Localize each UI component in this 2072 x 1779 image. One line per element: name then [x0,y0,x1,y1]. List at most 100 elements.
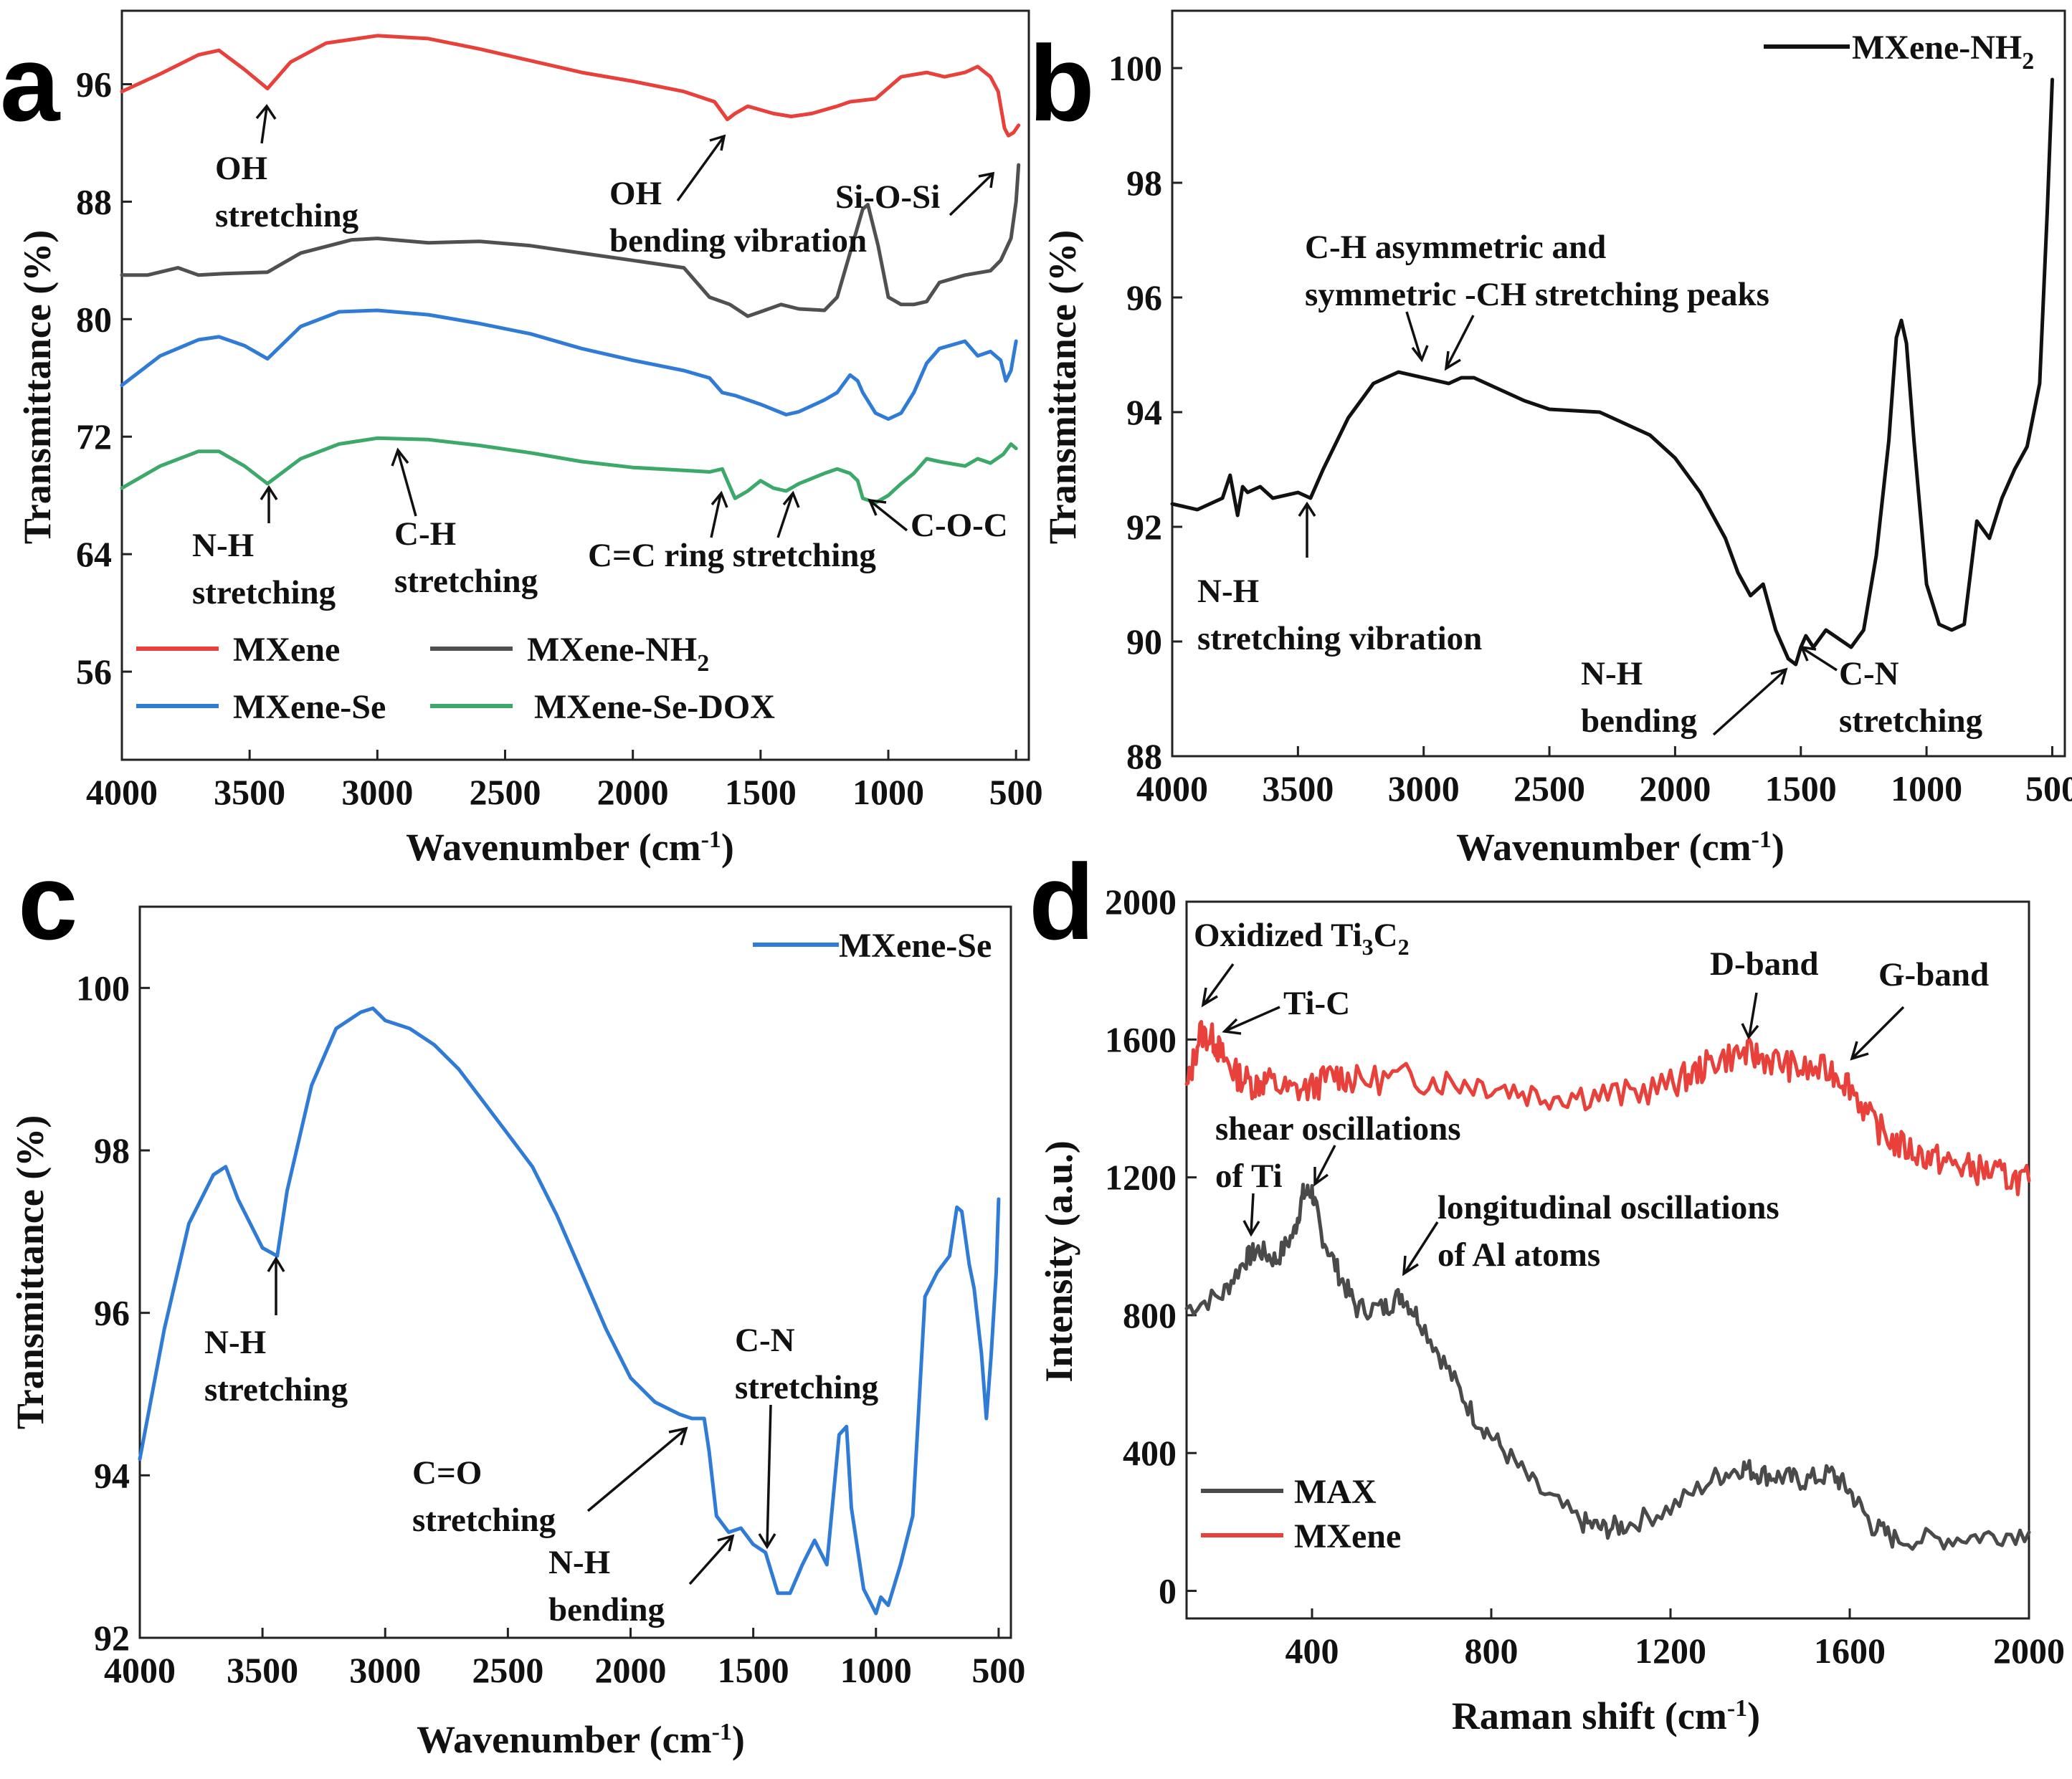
y-tick-label: 100 [76,968,130,1008]
panel-a-y-axis-title: Transmittance (%) [16,230,59,544]
y-tick-label: 100 [1108,48,1162,88]
arrow-ch-asym-1 [1405,311,1429,363]
arrow-nh-bending-c [688,1534,735,1585]
panel-c: c 4000 3500 3000 2500 2000 1500 1000 500 92 94 96… [9,841,1025,1761]
x-tick-label: 4000 [86,772,158,812]
x-tick-label: 3500 [1262,768,1334,809]
panel-c-x-ticks: 4000 3500 3000 2500 2000 1500 1000 500 [104,1628,1025,1690]
panel-b-x-ticks: 4000 3500 3000 2500 2000 1500 1000 500 [1136,746,2072,809]
panel-b-y-ticks: 88 90 92 94 96 98 100 [1108,48,1182,776]
annotation-g-band: G-band [1878,956,1989,993]
series-line [1184,1183,2031,1551]
panel-a-x-axis-title: Wavenumber (cm-1) [406,826,734,869]
annotation-nh-stretching: N-H stretching [192,527,336,611]
x-tick-label: 3500 [214,772,285,812]
y-tick-label: 0 [1159,1571,1177,1611]
arrow-longitudinal [1402,1221,1439,1277]
x-tick-label: 800 [1465,1631,1519,1671]
x-tick-label: 3000 [349,1650,421,1690]
y-tick-label: 56 [76,652,112,692]
annotation-oh-bending: OH bending vibration [609,175,867,259]
legend-label-mxene-se-c: MXene-Se [839,927,992,965]
panel-d-x-axis-title: Raman shift (cm-1) [1452,1694,1760,1737]
panel-b-plot-area [1170,77,2054,667]
annotation-co-stretching: C=O stretching [412,1454,556,1539]
annotation-d-band: D-band [1710,945,1819,983]
y-tick-label: 96 [94,1293,130,1333]
x-tick-label: 1500 [725,772,797,812]
arrow-cn-stretching-c [758,1404,776,1550]
panel-d-plot-area [1184,1020,2031,1551]
annotation-cn-stretching-b: C-N stretching [1839,655,1983,740]
arrow-oh-bending [676,134,726,202]
series-line [120,163,1021,318]
arrow-cc-ring-2 [776,490,800,538]
y-tick-label: 72 [76,416,112,457]
x-tick-label: 500 [989,772,1043,812]
series-line [120,34,1021,138]
annotation-cn-stretching-c: C-N stretching [735,1322,879,1406]
panel-a-legend: MXene MXene-NH2 MXene-Se MXene-Se-DOX [136,631,775,726]
y-tick-label: 1600 [1105,1019,1177,1059]
x-tick-label: 2000 [1639,768,1711,809]
panel-d-letter: d [1029,841,1095,962]
y-tick-label: 98 [94,1130,130,1170]
panel-a-y-ticks: 56 64 72 80 88 96 [76,64,132,692]
x-tick-label: 3000 [341,772,413,812]
arrow-oh-stretching [255,104,277,144]
x-tick-label: 1000 [840,1650,912,1690]
panel-a: a 4000 3500 3000 2500 2000 1500 1000 500 56 64 72… [0,9,1043,869]
legend-label-max: MAX [1294,1473,1377,1511]
x-tick-label: 2500 [472,1650,543,1690]
legend-label-mxene-se: MXene-Se [233,688,386,726]
panel-c-y-ticks: 92 94 96 98 100 [76,968,150,1658]
series-line [138,1006,1001,1616]
y-tick-label: 64 [76,534,112,574]
annotation-longitudinal-oscillations: longitudinal oscillations of Al atoms [1437,1189,1779,1274]
panel-c-frame [138,905,1012,1639]
arrow-d-band [1741,992,1759,1040]
annotation-cc-ring: C=C ring stretching [588,537,876,574]
y-tick-label: 400 [1123,1433,1177,1473]
annotation-nh-bending-c: N-H bending [548,1544,665,1628]
annotation-nh-stretching-vibration: N-H stretching vibration [1197,573,1482,657]
panel-d-x-ticks: 400 800 1200 1600 2000 [1286,1608,2065,1671]
x-tick-label: 1500 [1765,768,1837,809]
panel-d-frame [1185,900,2030,1620]
y-tick-label: 94 [94,1455,130,1495]
panel-a-letter: a [0,23,61,143]
x-tick-label: 1000 [852,772,924,812]
x-tick-label: 3000 [1388,768,1460,809]
y-tick-label: 92 [1126,507,1162,547]
y-tick-label: 96 [1126,277,1162,318]
panel-c-letter: c [18,841,77,962]
y-tick-label: 88 [1126,736,1162,776]
x-tick-label: 1200 [1635,1631,1706,1671]
annotation-ch-asym: C-H asymmetric and symmetric -CH stretchi… [1305,229,1769,313]
arrow-nh-stretching-vibration [1298,501,1316,558]
arrow-co-stretching [586,1426,688,1512]
panel-c-y-axis-title: Transmittance (%) [9,1115,52,1429]
series-line [1170,77,2054,667]
x-tick-label: 500 [2025,768,2072,809]
arrow-nh-stretching-c [267,1256,285,1315]
arrow-nh-bending-b [1712,667,1788,736]
panel-b: b 4000 3500 3000 2500 2000 1500 1000 500 88 90 92… [1029,9,2072,869]
x-tick-label: 4000 [1136,768,1208,809]
panel-c-x-axis-title: Wavenumber (cm-1) [417,1718,745,1761]
y-tick-label: 800 [1123,1295,1177,1335]
x-tick-label: 4000 [104,1650,176,1690]
panel-b-legend: MXene-NH2 [1764,29,2034,75]
panel-a-x-ticks: 4000 3500 3000 2500 2000 1500 1000 500 [86,750,1043,812]
annotation-shear-oscillations: shear oscillations of Ti [1215,1110,1461,1195]
y-tick-label: 98 [1126,163,1162,203]
panel-b-y-axis-title: Transmittance (%) [1041,230,1084,544]
arrow-ch-asym-2 [1444,315,1475,371]
panel-a-plot-area [120,34,1021,505]
legend-label-mxene-nh2: MXene-NH2 [527,631,709,677]
y-tick-label: 94 [1126,392,1162,432]
y-tick-label: 80 [76,299,112,339]
arrow-shear-1 [1242,1193,1260,1237]
annotation-ti-c: Ti-C [1283,985,1350,1022]
